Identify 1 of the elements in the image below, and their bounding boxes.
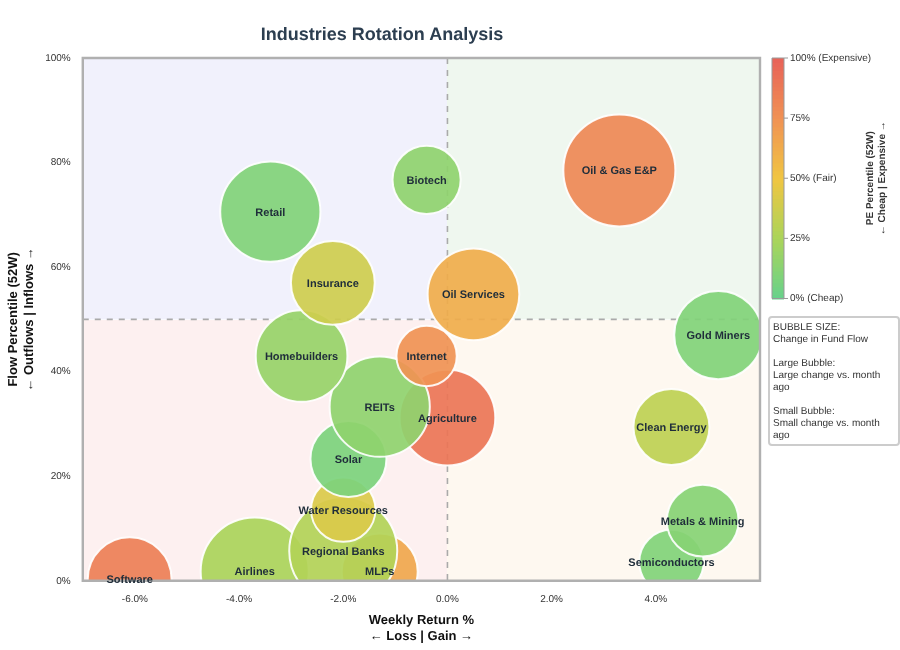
chart-title: Industries Rotation Analysis xyxy=(260,24,504,45)
